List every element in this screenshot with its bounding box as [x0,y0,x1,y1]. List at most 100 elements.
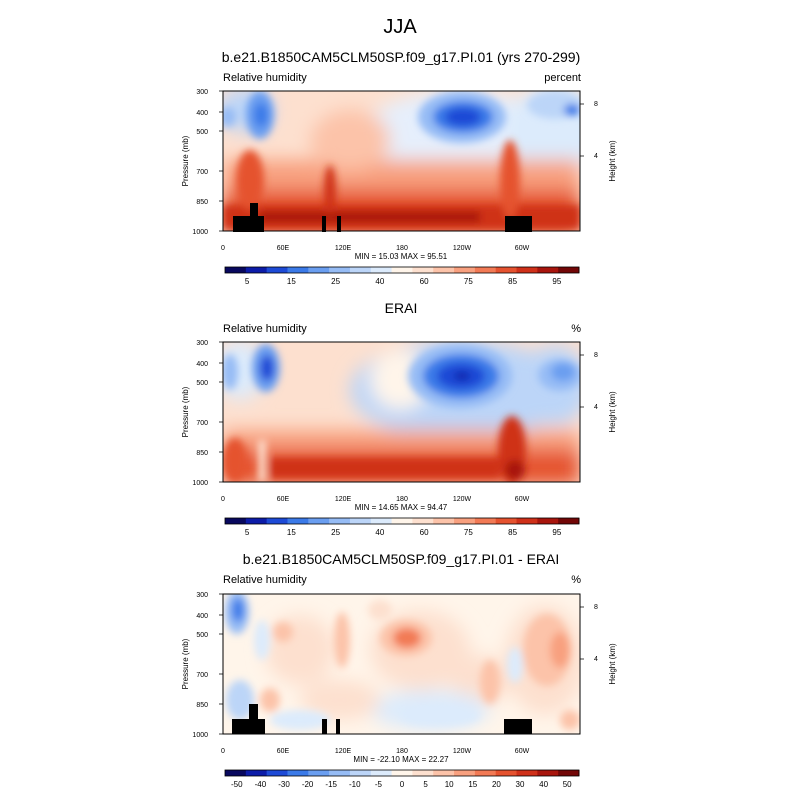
plot-frame [222,90,581,232]
x-tick-label: 120W [453,748,472,755]
y-axis-label: Pressure (mb) [181,638,190,689]
x-tick-label: 120W [453,496,472,503]
height-tick-label: 8 [594,352,598,359]
y-tick-label: 400 [196,361,208,368]
y-axis: 300 400 500 700 850 1000 [192,89,223,236]
height-tick-label: 4 [594,656,598,663]
colorbar-label: -10 [349,780,361,789]
height-tick-label: 4 [594,153,598,160]
colorbar-swatch [225,518,247,524]
colorbar-label: 85 [508,528,517,537]
colorbar-swatch [225,267,247,273]
colorbar-label: -20 [302,780,314,789]
colorbar-swatch [266,770,288,776]
colorbar-swatch [329,267,351,273]
colorbar-swatch [412,770,434,776]
y-tick-label: 1000 [192,229,208,236]
colorbar-swatch [454,267,476,273]
height-axis-label: Height (km) [608,140,617,182]
min-max-label: MIN = 15.03 MAX = 95.51 [355,252,448,261]
contour-field [223,594,580,734]
x-tick-label: 180 [396,245,408,252]
y-tick-label: 400 [196,613,208,620]
colorbar-swatch [329,770,351,776]
left-string: Relative humidity [223,323,307,335]
height-axis-label: Height (km) [608,391,617,433]
contour-field [223,91,580,231]
panel-3: b.e21.B1850CAM5CLM50SP.f09_g17.PI.01 - E… [181,551,617,789]
colorbar-label: 25 [331,277,340,286]
x-axis: 0 60E 120E 180 120W 60W [221,245,530,252]
colorbar-swatch [370,267,393,273]
y-axis: 300 400 500 700 850 1000 [192,340,223,487]
colorbar-label: -40 [255,780,267,789]
x-tick-label: 60E [277,245,290,252]
y-tick-label: 1000 [192,732,208,739]
panel-title: b.e21.B1850CAM5CLM50SP.f09_g17.PI.01 - E… [243,551,560,567]
colorbar-swatch [474,267,497,273]
colorbar-swatch [474,770,497,776]
colorbar-swatch [412,267,434,273]
colorbar-label: 85 [508,277,517,286]
x-tick-label: 0 [221,245,225,252]
x-axis: 0 60E 120E 180 120W 60W [221,496,530,503]
colorbar-swatch [454,770,476,776]
y-tick-label: 300 [196,89,208,96]
colorbar-swatch [516,518,538,524]
y-tick-label: 700 [196,169,208,176]
panel-title: ERAI [385,300,418,316]
colorbar-swatch [370,770,393,776]
colorbar-swatch [558,770,580,776]
colorbar-swatch [495,267,518,273]
panel-title: b.e21.B1850CAM5CLM50SP.f09_g17.PI.01 (yr… [222,49,581,65]
height-axis: 8 4 [580,101,598,160]
colorbar-swatch [516,770,538,776]
height-axis: 8 4 [580,604,598,663]
colorbar-label: -30 [278,780,290,789]
colorbar-label: 0 [400,780,405,789]
x-tick-label: 60E [277,496,290,503]
topography [232,704,532,734]
height-axis-label: Height (km) [608,643,617,685]
colorbar-label: 5 [423,780,428,789]
min-max-label: MIN = -22.10 MAX = 22.27 [353,755,449,764]
colorbar-label: 20 [492,780,501,789]
colorbar-swatch [329,518,351,524]
y-tick-label: 850 [196,199,208,206]
y-tick-label: 300 [196,592,208,599]
colorbar-swatch [516,267,538,273]
colorbar-label: 60 [420,528,429,537]
y-tick-label: 850 [196,702,208,709]
x-tick-label: 60W [515,245,530,252]
colorbar-label: -50 [231,780,243,789]
colorbar-swatch [245,518,268,524]
height-axis: 8 4 [580,352,598,411]
contour-field [223,342,580,482]
colorbar-swatch [537,518,559,524]
colorbar-swatch [245,770,268,776]
colorbar-swatch [433,770,455,776]
plot-frame [222,593,581,735]
x-tick-label: 120W [453,245,472,252]
x-tick-label: 120E [335,748,352,755]
x-tick-label: 60W [515,496,530,503]
colorbar: -50 -40 -30 -20 -15 -10 -5 0 5 10 15 20 30 40 50 [224,769,580,789]
colorbar-label: 40 [375,528,384,537]
colorbar-label: 15 [287,277,296,286]
height-tick-label: 8 [594,604,598,611]
colorbar-label: 10 [445,780,454,789]
x-axis: 0 60E 120E 180 120W 60W [221,748,530,755]
colorbar-label: 25 [331,528,340,537]
height-tick-label: 4 [594,404,598,411]
colorbar-swatch [495,770,518,776]
y-tick-label: 300 [196,340,208,347]
colorbar-swatch [537,770,559,776]
x-tick-label: 180 [396,748,408,755]
colorbar-swatch [287,518,309,524]
colorbar-label: 40 [539,780,548,789]
panel-2: ERAI Relative humidity % [181,300,617,537]
colorbar-frame [224,266,580,274]
colorbar-swatch [245,267,268,273]
y-tick-label: 500 [196,129,208,136]
colorbar-swatch [433,518,455,524]
